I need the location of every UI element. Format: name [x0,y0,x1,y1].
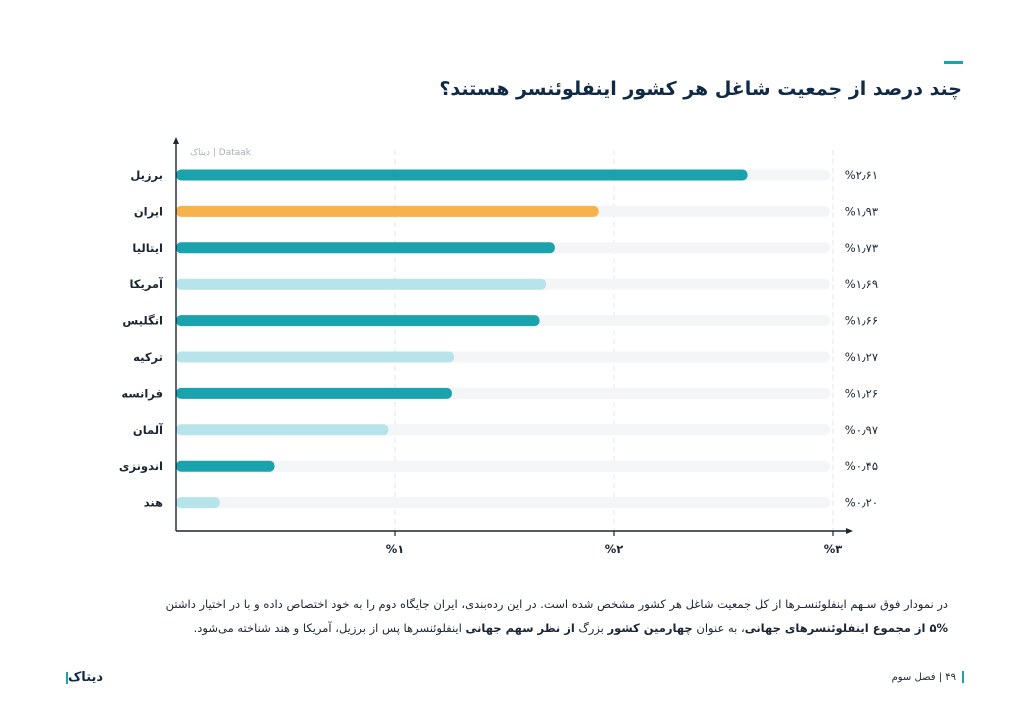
description-text-3: اینفلوئنسرها پس از برزیل، آمریکا و هند ش… [193,621,466,635]
value-label-4: %۱٫۶۹ [845,277,878,291]
category-label-8: آلمان [133,423,164,437]
title-accent-line [944,61,963,64]
value-label-8: %۰٫۹۷ [845,423,878,437]
bar-9 [176,460,275,472]
footer-logo: دیتاک [62,670,103,685]
bar-2 [176,205,599,217]
description-text-1: ، به عنوان [692,621,745,635]
bar-4 [176,278,547,290]
page-title: چند درصد از جمعیت شاغل هر کشور اینفلوئنس… [439,78,962,100]
x-tick-label-2: %۲ [605,542,624,556]
category-label-6: ترکیه [133,350,163,364]
bar-track-9 [176,460,830,472]
category-label-1: برزیل [130,168,163,182]
x-tick-label-3: %۳ [824,542,843,556]
value-label-9: %۰٫۴۵ [845,459,878,473]
bar-7 [176,387,452,399]
category-label-9: اندونزی [119,459,163,474]
bar-8 [176,424,389,436]
chart-description: در نمودار فوق سـهم اینفلوئنسـرها از کل ج… [68,592,948,640]
bar-1 [176,169,748,181]
bar-5 [176,315,540,327]
footer-page-number: ۴۹ | فصل سوم [892,671,964,683]
bar-3 [176,242,555,254]
value-label-3: %۱٫۷۳ [845,241,878,255]
description-line-1: در نمودار فوق سـهم اینفلوئنسـرها از کل ج… [165,597,948,611]
description-bold-2: چهارمین کشور [607,621,693,635]
footer-page-text: ۴۹ | فصل سوم [891,672,956,683]
bar-6 [176,351,455,363]
value-label-2: %۱٫۹۳ [845,204,878,218]
category-label-10: هند [144,496,163,510]
footer-page-bar [962,671,964,683]
x-tick-label-1: %۱ [386,542,405,556]
category-label-7: فرانسه [121,386,163,400]
description-bold-1: ۵% از مجموع اینفلوئنسرهای جهانی [744,621,948,635]
value-label-5: %۱٫۶۶ [845,314,878,328]
bar-10 [176,497,220,509]
chart-watermark: دیتاک | Dataak [190,148,252,158]
category-label-5: انگلیس [122,314,163,328]
footer-logo-text: دیتاک [68,670,104,685]
description-text-2: بزرگ [574,621,608,635]
category-label-3: ایتالیا [132,241,163,255]
description-line-2: ۵% از مجموع اینفلوئنسرهای جهانی، به عنوا… [68,616,948,640]
value-label-1: %۲٫۶۱ [845,168,878,182]
y-axis-arrow [173,137,179,144]
x-axis-arrow [846,528,853,534]
bar-track-10 [176,497,830,509]
category-label-2: ایران [134,204,163,218]
value-label-10: %۰٫۲۰ [845,496,878,510]
value-label-6: %۱٫۲۷ [845,350,878,364]
value-label-7: %۱٫۲۶ [845,386,878,400]
footer-logo-bar [66,671,68,684]
description-bold-3: از نظر سهم جهانی [465,621,575,635]
category-label-4: آمریکا [129,277,164,291]
